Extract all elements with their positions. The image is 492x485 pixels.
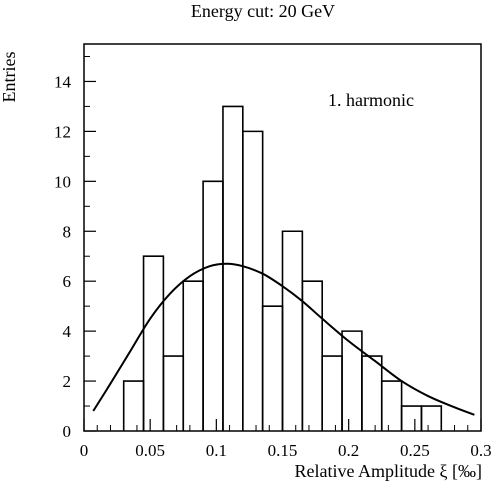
x-tick-label: 0.2 xyxy=(338,441,359,460)
histogram-bar xyxy=(202,180,224,431)
x-tick-label: 0.05 xyxy=(135,441,165,460)
y-tick-label: 0 xyxy=(63,422,72,441)
x-tick-label: 0.1 xyxy=(206,441,227,460)
histogram-bar xyxy=(222,105,244,431)
histogram-bar xyxy=(242,130,264,431)
histogram-bar xyxy=(341,330,363,431)
axis-tick-labels: 0 0.05 0.1 0.15 0.2 0.25 0.3 0 2 4 6 8 10 12 14 xyxy=(54,72,492,460)
histogram-bar xyxy=(182,280,204,431)
y-tick-label: 8 xyxy=(63,222,72,241)
y-tick-label: 4 xyxy=(63,322,72,341)
histogram-bar xyxy=(142,255,165,431)
histogram-bars xyxy=(122,105,443,431)
histogram-bar xyxy=(162,355,185,431)
y-tick-label: 10 xyxy=(54,172,71,191)
histogram-bar xyxy=(261,305,284,431)
chart-title: Energy cut: 20 GeV xyxy=(191,1,335,21)
histogram-bar xyxy=(400,405,423,431)
y-tick-label: 6 xyxy=(63,272,72,291)
x-tick-label: 0.15 xyxy=(268,441,298,460)
histogram-bar xyxy=(420,405,443,431)
y-tick-label: 2 xyxy=(63,372,72,391)
x-axis-label: Relative Amplitude ξ [‰] xyxy=(295,461,483,481)
y-tick-label: 14 xyxy=(54,72,72,91)
x-tick-label: 0 xyxy=(80,441,89,460)
histogram-bar xyxy=(321,355,343,431)
histogram-bar xyxy=(361,355,383,431)
x-tick-label: 0.25 xyxy=(400,441,430,460)
y-tick-label: 12 xyxy=(54,122,71,141)
harmonic-annotation: 1. harmonic xyxy=(328,90,414,110)
x-tick-label: 0.3 xyxy=(470,441,491,460)
y-axis-label: Entries xyxy=(0,52,19,103)
histogram-bar xyxy=(281,230,304,431)
histogram-bar xyxy=(380,380,403,431)
fit-curve xyxy=(92,262,475,416)
histogram-bar xyxy=(122,380,145,431)
